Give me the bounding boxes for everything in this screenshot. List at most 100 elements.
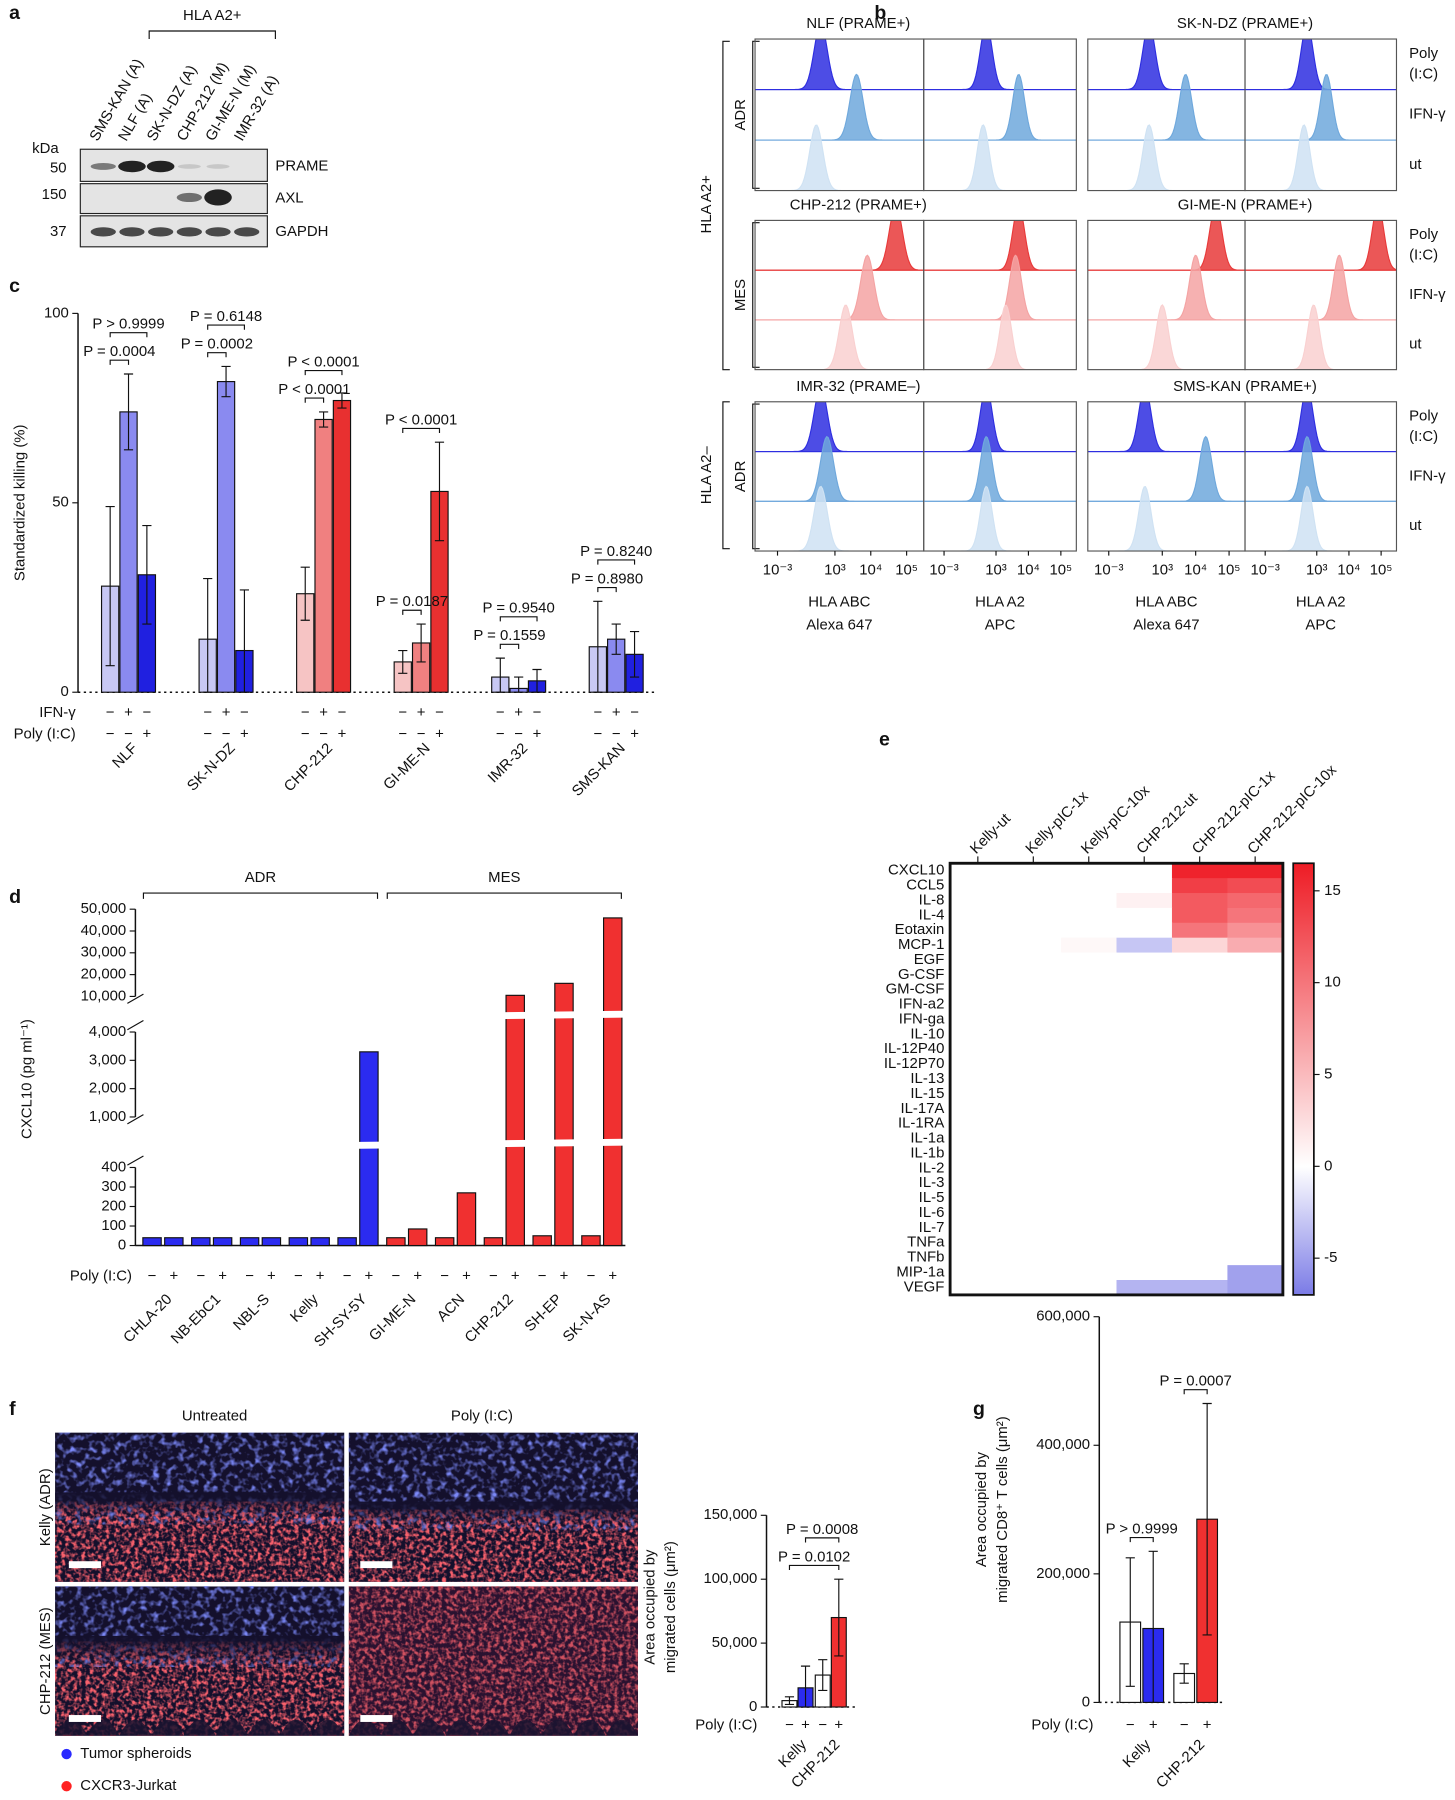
heat-cell [1116, 982, 1173, 998]
heat-cell [950, 1071, 1007, 1088]
significance-bracket [788, 1564, 840, 1571]
heat-cell [1171, 1086, 1228, 1102]
row-label: IL-4 [919, 906, 945, 923]
x-tick-label: 10³ [985, 561, 1007, 578]
row-label: IL-17A [900, 1100, 944, 1117]
heat-cell [1005, 1146, 1062, 1162]
y-tick-label: 40,000 [81, 922, 127, 939]
heat-cell [1171, 1190, 1228, 1207]
row-title: CHP-212 (MES) [37, 1607, 54, 1715]
panel-label: a [9, 2, 20, 24]
panel-f-images: f Untreated Poly (I:C) Kelly (ADR) CHP-2… [9, 1398, 638, 1736]
x-axis-label: HLA A2 [1296, 594, 1346, 611]
heatmap-frame [948, 861, 1285, 1297]
heat-cell [1005, 878, 1062, 894]
heat-cell [950, 893, 1007, 909]
legend-label: Tumor spheroids [80, 1745, 191, 1762]
heat-cell [1061, 1071, 1118, 1088]
histogram [923, 124, 1077, 191]
row-label: IL-7 [919, 1219, 945, 1236]
heat-cell [1005, 1235, 1062, 1251]
heat-cell [1116, 967, 1173, 983]
treatment-sign: − [818, 1716, 827, 1733]
group-label: ADR [245, 869, 277, 886]
group-label: HLA A2+ [698, 175, 715, 233]
heat-cell [1171, 1265, 1228, 1281]
treatment-sign: − [435, 704, 444, 721]
histogram [1245, 39, 1397, 91]
group-label: HLA A2+ [183, 7, 241, 24]
treatment-sign: + [1149, 1716, 1158, 1733]
row-label: GM-CSF [886, 981, 945, 998]
heat-cell [1061, 997, 1118, 1013]
heat-cell [1061, 1190, 1118, 1207]
heat-cell [1116, 937, 1173, 954]
y-axis-label: migrated cells (μm²) [662, 1541, 679, 1673]
heat-cell [1227, 1205, 1284, 1222]
y-tick-label: 30,000 [81, 944, 127, 961]
histogram [1087, 220, 1246, 271]
column-title: Untreated [182, 1408, 247, 1425]
x-tick-label: GI-ME-N [366, 1291, 420, 1345]
row-label: IL-5 [919, 1189, 945, 1206]
bar [164, 1237, 184, 1247]
panel-label: c [9, 275, 20, 297]
legend-label: CXCR3-Jurkat [80, 1777, 177, 1794]
heat-cell [1005, 967, 1062, 983]
heat-cell [1171, 878, 1228, 894]
heat-cell [950, 1280, 1007, 1296]
heat-cell [1116, 1280, 1173, 1296]
p-value: P = 0.8980 [571, 570, 643, 587]
heat-cell [1005, 952, 1062, 969]
error-bar [629, 631, 640, 678]
heat-cell [1005, 1175, 1062, 1192]
column-label: Kelly-ut [967, 810, 1015, 858]
heat-cell [1227, 1235, 1284, 1251]
heat-cell [1116, 1101, 1173, 1117]
bar [554, 982, 574, 1247]
treatment-sign: + [124, 704, 133, 721]
error-bar [818, 1659, 828, 1691]
panel-label: e [879, 729, 890, 751]
group-label: MES [488, 869, 520, 886]
heat-cell [1227, 1071, 1284, 1088]
heat-cell [1116, 1041, 1173, 1058]
group-label: HLA A2– [698, 446, 715, 505]
heat-cell [1227, 1146, 1284, 1162]
heat-cell [1005, 1280, 1062, 1296]
x-tick-label: NB-EbC1 [168, 1291, 225, 1348]
y-tick-label: 400 [101, 1158, 126, 1175]
x-tick-label: 10⁻³ [763, 561, 792, 578]
error-bar [203, 577, 213, 693]
row-label: Eotaxin [895, 921, 945, 938]
treatment-sign: − [612, 726, 621, 743]
micrograph [55, 1586, 345, 1736]
heat-cell [1171, 1041, 1228, 1058]
heat-cell [1116, 1086, 1173, 1102]
heat-cell [1005, 1131, 1062, 1147]
error-bar [611, 623, 621, 655]
heat-cell [1005, 922, 1062, 939]
histogram [923, 254, 1077, 321]
heat-cell [950, 1012, 1007, 1028]
treatment-sign: − [538, 1267, 547, 1284]
treatment-sign: − [533, 704, 542, 721]
x-axis-label: Alexa 647 [806, 617, 872, 634]
heat-cell [1116, 893, 1173, 909]
heat-cell [1005, 1190, 1062, 1207]
histogram [755, 435, 924, 502]
significance-bracket [499, 643, 520, 649]
histogram [1245, 124, 1397, 191]
treatment-sign: + [533, 726, 542, 743]
x-tick-label: 10³ [1152, 561, 1174, 578]
y-tick-label: 0 [118, 1236, 126, 1253]
heat-cell [1227, 1026, 1284, 1043]
heat-cell [1005, 863, 1062, 879]
bar [314, 418, 333, 693]
panel-a: a HLA A2+ SMS-KAN (A) NLF (A) SK-N-DZ (A… [9, 2, 328, 248]
row-label: ADR [732, 460, 749, 492]
histogram [923, 401, 1077, 453]
heat-cell [1061, 1205, 1118, 1222]
heat-cell [1171, 1235, 1228, 1251]
row-label: IL-10 [910, 1025, 944, 1042]
